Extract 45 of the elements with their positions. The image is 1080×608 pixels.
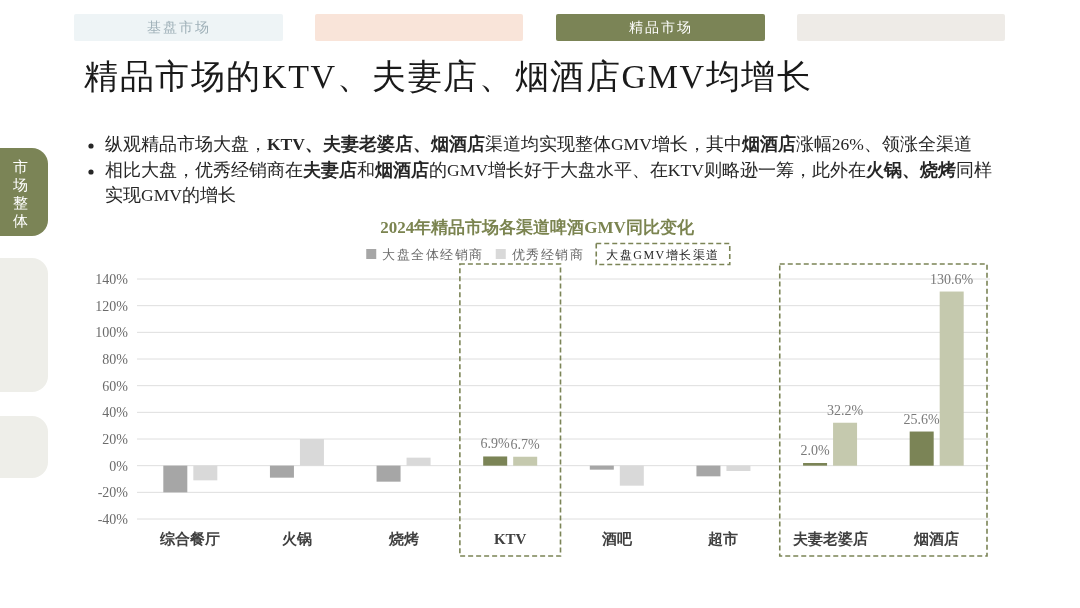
x-tick-label: 夫妻老婆店 [791,530,868,547]
bar [483,456,508,466]
legend-label: 优秀经销商 [511,246,585,262]
data-label: 6.9% [480,436,511,452]
data-label: 130.6% [930,271,974,287]
legend-label: 大盘全体经销商 [382,246,484,262]
y-tick-label: 60% [102,378,129,394]
bar [803,463,828,466]
y-tick-label: 120% [95,298,129,314]
y-tick-label: 140% [95,272,129,287]
text: 精品市场 [556,14,765,41]
y-tick-label: 100% [95,325,129,341]
data-label: 2.0% [800,443,830,458]
text: 大盘GMV增长渠道 [606,247,720,262]
y-tick-label: 0% [109,458,129,474]
text: 基盘市场 [74,14,283,41]
text: 纵观精品市场大盘，KTV、夫妻老婆店、烟酒店渠道均实现整体GMV增长，其中烟酒店涨幅26%、领涨全渠道 [105,133,973,156]
bar [163,465,188,493]
data-label: 6.7% [510,436,541,452]
bar [513,456,538,466]
bar [696,465,721,477]
x-tick-label: 超市 [707,530,739,547]
x-tick-label: KTV [493,531,527,547]
text: 相比大盘，优秀经销商在夫妻店和烟酒店的GMV增长好于大盘水平、在KTV则略逊一筹，此外在火锅、烧烤同样实现GMV的增长 [105,160,992,205]
data-label: 25.6% [903,411,941,427]
y-tick-label: 20% [102,432,129,447]
chart-title: 2024年精品市场各渠道啤酒GMV同比变化 [380,218,695,237]
text: 市场整体 [12,158,28,230]
y-tick-label: 40% [102,405,129,421]
bar [589,465,614,470]
y-tick-label: -40% [97,512,129,527]
bar [939,291,964,466]
x-tick-label: 烟酒店 [913,530,960,547]
text: 精品市场的KTV、夫妻店、烟酒店GMV均增长 [84,57,813,97]
y-tick-label: 80% [102,352,129,367]
x-tick-label: 火锅 [281,531,312,547]
bar [269,465,294,478]
x-tick-label: 综合餐厅 [159,531,221,547]
x-tick-label: 烧烤 [387,531,419,547]
data-label: 32.2% [826,402,864,418]
bar [376,465,401,482]
bar [833,422,858,466]
bar [909,431,934,466]
y-tick-label: -20% [97,485,129,501]
x-tick-label: 酒吧 [600,531,633,547]
